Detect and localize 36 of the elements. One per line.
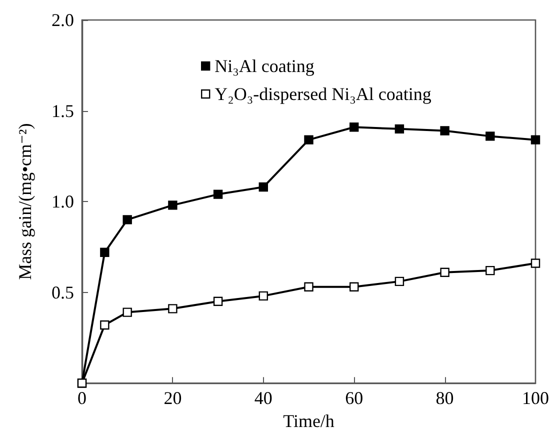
y-tick-label: 1.0: [52, 192, 74, 212]
x-tick-label: 20: [164, 388, 182, 408]
point: [486, 266, 495, 276]
point: [394, 124, 404, 134]
x-tick-label: 80: [436, 388, 454, 408]
point: [440, 126, 450, 136]
y-tick-label: 0.5: [52, 282, 74, 302]
y-tick-label: 1.5: [52, 100, 74, 121]
point: [100, 320, 110, 330]
y-tick-label: 2.0: [52, 10, 74, 30]
point: [304, 135, 314, 144]
x-axis-title: Time/h: [283, 411, 334, 431]
point: [440, 268, 450, 277]
x-tick-label: 100: [522, 388, 549, 408]
point: [168, 304, 178, 314]
y-axis-title: Mass gain/(mg•cm⁻²): [15, 123, 35, 280]
legend-label: Ni₃Al coating: [214, 56, 314, 76]
point: [350, 122, 359, 132]
point: [258, 291, 268, 301]
x-tick-label: 60: [345, 388, 364, 408]
x-tick-label: 40: [254, 388, 272, 408]
point: [530, 258, 540, 268]
x-tick-label: 0: [78, 388, 86, 408]
point: [304, 282, 314, 292]
point: [486, 132, 495, 141]
point: [213, 190, 223, 199]
legend-label: Y₂O₃-dispersed Ni₃Al coating: [214, 84, 432, 104]
point: [350, 282, 359, 292]
point: [530, 135, 540, 144]
point: [122, 215, 132, 224]
point: [100, 248, 110, 257]
point: [394, 276, 404, 286]
point: [213, 296, 223, 306]
point: [122, 308, 132, 317]
point: [258, 182, 268, 192]
point: [168, 200, 178, 210]
